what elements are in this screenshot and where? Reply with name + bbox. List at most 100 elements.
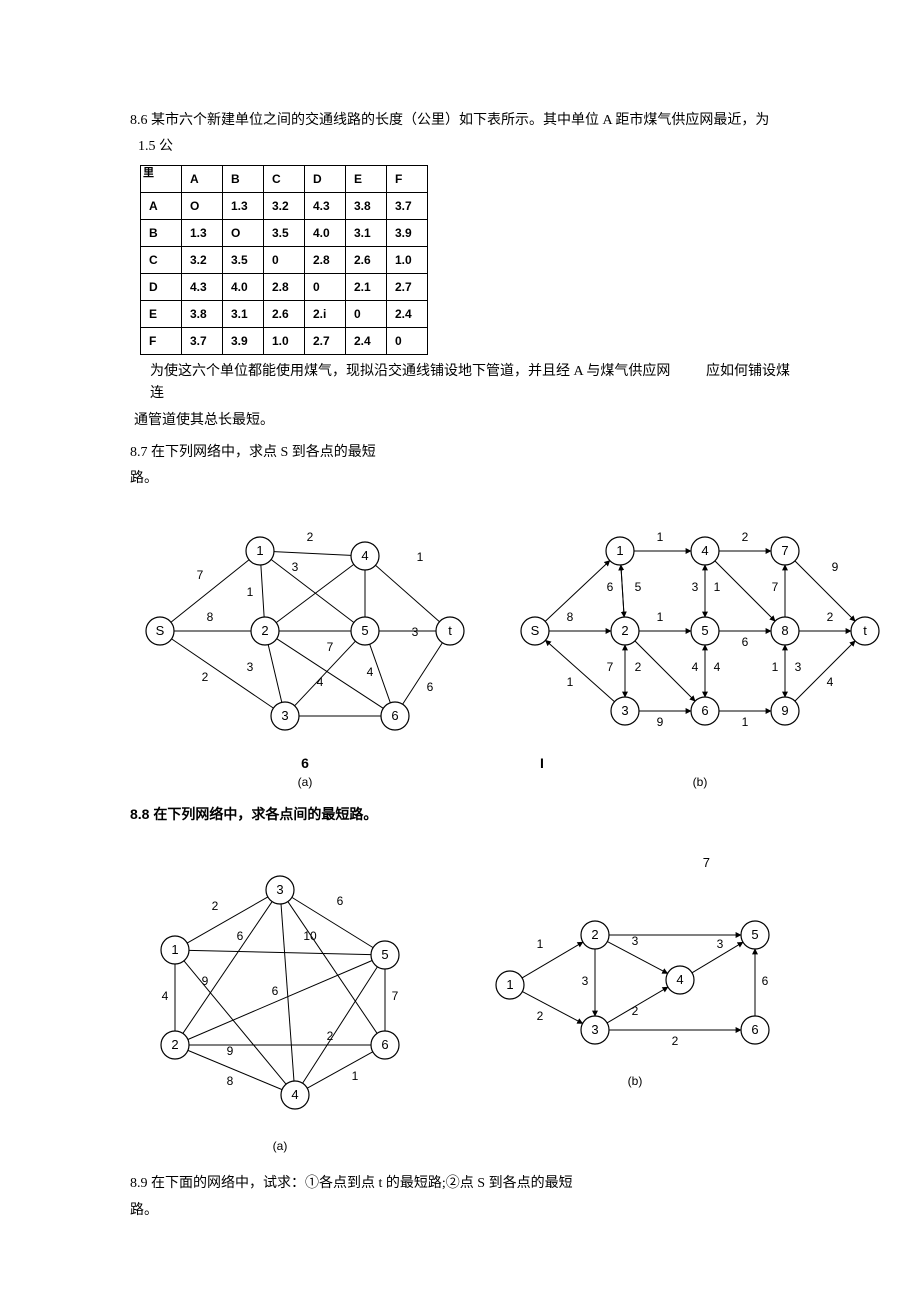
- svg-text:1: 1: [742, 715, 749, 729]
- table-cell: O: [223, 219, 264, 246]
- table-cell: O: [182, 192, 223, 219]
- svg-text:7: 7: [327, 640, 334, 654]
- col-head: E: [346, 165, 387, 192]
- svg-text:3: 3: [632, 934, 639, 948]
- table-cell: 4.3: [305, 192, 346, 219]
- figure-8-8-a: 2496986610217123456 (a): [130, 855, 430, 1153]
- svg-text:2: 2: [632, 1004, 639, 1018]
- table-cell: 3.7: [387, 192, 428, 219]
- svg-text:4: 4: [291, 1087, 298, 1102]
- svg-text:9: 9: [202, 974, 209, 988]
- problem-8-6-line1: 8.6 某市六个新建单位之间的交通线路的长度（公里）如下表所示。其中单位 A 距…: [130, 110, 790, 132]
- table-cell: 3.1: [223, 300, 264, 327]
- ext-label-7: 7: [703, 855, 790, 870]
- svg-text:10: 10: [303, 929, 317, 943]
- svg-text:4: 4: [701, 543, 708, 558]
- table-cell: 3.2: [182, 246, 223, 273]
- caption-a: (a): [298, 775, 313, 789]
- table-cell: 0: [387, 327, 428, 354]
- table-cell: 1.3: [182, 219, 223, 246]
- svg-text:2: 2: [307, 530, 314, 544]
- svg-text:6: 6: [701, 703, 708, 718]
- svg-text:5: 5: [701, 623, 708, 638]
- table-cell: 1.0: [264, 327, 305, 354]
- svg-text:4: 4: [361, 548, 368, 563]
- problem-8-7-line1: 8.7 在下列网络中，求点 S 到各点的最短: [130, 442, 790, 464]
- svg-text:2: 2: [621, 623, 628, 638]
- svg-text:7: 7: [772, 580, 779, 594]
- problem-8-7-line2: 路。: [130, 468, 790, 490]
- svg-text:1: 1: [352, 1069, 359, 1083]
- svg-text:3: 3: [292, 560, 299, 574]
- table-cell: 1.3: [223, 192, 264, 219]
- table-cell: 4.0: [223, 273, 264, 300]
- svg-text:3: 3: [247, 660, 254, 674]
- svg-text:2: 2: [591, 927, 598, 942]
- figure-8-7-a: 7821233741436S123456t 6 (a): [130, 501, 480, 789]
- col-head: A: [182, 165, 223, 192]
- svg-text:6: 6: [751, 1022, 758, 1037]
- svg-text:3: 3: [621, 703, 628, 718]
- svg-text:1: 1: [506, 977, 513, 992]
- table-cell: 0: [305, 273, 346, 300]
- problem-8-6-line2: 1.5 公: [138, 136, 790, 158]
- svg-text:8: 8: [781, 623, 788, 638]
- svg-text:4: 4: [367, 665, 374, 679]
- corner-label: 里: [143, 164, 154, 180]
- figure-8-8-b: 7 12332236123456 (b): [480, 855, 790, 1153]
- problem-8-9-line1: 8.9 在下面的网络中，试求：①各点到点 t 的最短路;②点 S 到各点的最短: [130, 1173, 790, 1195]
- svg-text:1: 1: [256, 543, 263, 558]
- col-head: C: [264, 165, 305, 192]
- svg-text:7: 7: [781, 543, 788, 558]
- svg-text:1: 1: [537, 937, 544, 951]
- row-head: B: [141, 219, 182, 246]
- svg-text:6: 6: [381, 1037, 388, 1052]
- table-cell: 3.2: [264, 192, 305, 219]
- svg-text:6: 6: [391, 708, 398, 723]
- svg-text:7: 7: [197, 568, 204, 582]
- svg-text:2: 2: [171, 1037, 178, 1052]
- table-cell: 2.4: [346, 327, 387, 354]
- svg-text:7: 7: [607, 660, 614, 674]
- svg-text:3: 3: [276, 882, 283, 897]
- row-head: C: [141, 246, 182, 273]
- svg-text:1: 1: [247, 585, 254, 599]
- table-cell: 2.8: [305, 246, 346, 273]
- svg-text:1: 1: [171, 942, 178, 957]
- svg-text:1: 1: [417, 550, 424, 564]
- svg-text:2: 2: [635, 660, 642, 674]
- svg-text:9: 9: [657, 715, 664, 729]
- svg-text:8: 8: [207, 610, 214, 624]
- svg-text:6: 6: [337, 894, 344, 908]
- problem-8-6-line3a: 为使这六个单位都能使用煤气，现拟沿交通线铺设地下管道，并且经 A 与煤气供应网连: [150, 361, 682, 406]
- svg-text:2: 2: [537, 1009, 544, 1023]
- svg-text:2: 2: [327, 1029, 334, 1043]
- svg-text:2: 2: [827, 610, 834, 624]
- svg-text:5: 5: [751, 927, 758, 942]
- svg-text:7: 7: [392, 989, 399, 1003]
- svg-text:5: 5: [635, 580, 642, 594]
- svg-text:4: 4: [317, 675, 324, 689]
- svg-text:3: 3: [582, 974, 589, 988]
- caption-88b: (b): [628, 1074, 643, 1088]
- table-cell: 2.6: [346, 246, 387, 273]
- table-cell: 4.0: [305, 219, 346, 246]
- svg-text:1: 1: [657, 530, 664, 544]
- col-head: B: [223, 165, 264, 192]
- table-cell: 3.7: [182, 327, 223, 354]
- table-cell: 1.0: [387, 246, 428, 273]
- svg-text:5: 5: [361, 623, 368, 638]
- svg-text:4: 4: [162, 989, 169, 1003]
- table-cell: 2.6: [264, 300, 305, 327]
- problem-8-8-text: 8.8 在下列网络中，求各点间的最短路。: [130, 803, 790, 825]
- svg-text:2: 2: [672, 1034, 679, 1048]
- svg-text:3: 3: [412, 625, 419, 639]
- svg-text:4: 4: [714, 660, 721, 674]
- table-cell: 2.7: [305, 327, 346, 354]
- svg-text:S: S: [156, 623, 165, 638]
- figure-8-7-b: 8116517293144261713924S123456789t I (b): [510, 501, 890, 789]
- row-head: E: [141, 300, 182, 327]
- row-head: F: [141, 327, 182, 354]
- table-cell: 0: [264, 246, 305, 273]
- svg-text:1: 1: [657, 610, 664, 624]
